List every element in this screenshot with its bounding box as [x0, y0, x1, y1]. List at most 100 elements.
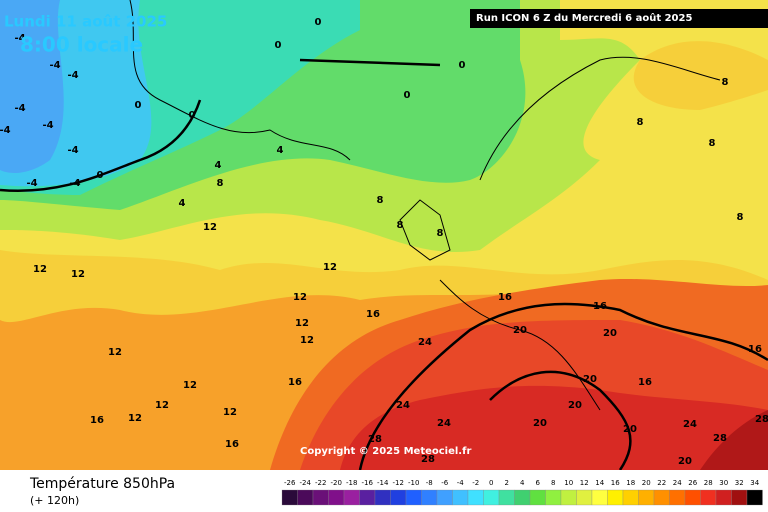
contour-label: -4: [26, 178, 37, 189]
scale-tick-label: 26: [688, 479, 697, 487]
contour-label: 28: [368, 434, 382, 445]
scale-tick-label: 16: [611, 479, 620, 487]
contour-label: 8: [637, 117, 644, 128]
run-banner: [470, 9, 768, 28]
scale-swatch: [390, 489, 407, 506]
scale-swatch: [312, 489, 329, 506]
scale-swatch: [653, 489, 670, 506]
contour-label: 16: [90, 415, 104, 426]
contour-label: 20: [513, 325, 527, 336]
scale-swatch: [560, 489, 577, 506]
contour-label: -4: [0, 125, 11, 136]
contour-label: -4: [67, 70, 78, 81]
contour-label: 24: [418, 337, 432, 348]
contour-label: 12: [293, 292, 307, 303]
contour-label: 20: [533, 418, 547, 429]
scale-swatch: [715, 489, 732, 506]
scale-tick-label: -4: [457, 479, 465, 487]
scale-swatch: [483, 489, 500, 506]
scale-tick-label: 28: [704, 479, 713, 487]
contour-label: 12: [323, 262, 337, 273]
contour-label: 12: [71, 269, 85, 280]
scale-swatch: [622, 489, 639, 506]
scale-tick-label: -22: [315, 479, 326, 487]
scale-swatch: [731, 489, 748, 506]
scale-swatch: [498, 489, 515, 506]
contour-label: 12: [155, 400, 169, 411]
contour-label: 8: [737, 212, 744, 223]
copyright: Copyright © 2025 Meteociel.fr: [300, 446, 471, 457]
scale-swatch: [576, 489, 593, 506]
lead-time: (+ 120h): [30, 494, 79, 507]
contour-label: 20: [678, 456, 692, 467]
contour-label: 8: [377, 195, 384, 206]
scale-tick-label: 12: [580, 479, 589, 487]
scale-swatch: [529, 489, 546, 506]
contour-label: 4: [179, 198, 186, 209]
scale-swatch: [452, 489, 469, 506]
scale-tick-label: -26: [284, 479, 296, 487]
scale-tick-label: -2: [472, 479, 479, 487]
scale-tick-label: -24: [300, 479, 312, 487]
coastlines: [129, 0, 721, 411]
contour-label: 12: [203, 222, 217, 233]
scale-tick-label: 32: [735, 479, 744, 487]
contour-label: 0: [315, 17, 322, 28]
region-warm-ne: [633, 41, 768, 110]
scale-tick-label: 8: [551, 479, 555, 487]
valid-date: Lundi 11 août 2025: [4, 13, 167, 31]
contour-label: 28: [755, 414, 768, 425]
contour-label: 28: [713, 433, 727, 444]
contour-label: 28: [421, 454, 435, 465]
contour-label: 0: [97, 170, 104, 181]
scale-tick-label: 2: [505, 479, 509, 487]
scale-tick-label: -10: [408, 479, 419, 487]
contour-label: 0: [189, 110, 196, 121]
contour-label: -4: [49, 60, 60, 71]
scale-tick-label: 4: [520, 479, 525, 487]
scale-swatch: [514, 489, 531, 506]
contour-line: [299, 58, 441, 67]
contour-label: 16: [638, 377, 652, 388]
contour-label: -4: [14, 103, 25, 114]
contour-label: 12: [108, 347, 122, 358]
coastline: [399, 199, 451, 261]
contour-label: 12: [223, 407, 237, 418]
scale-tick-label: 34: [750, 479, 759, 487]
coastline: [129, 0, 351, 161]
scale-tick-label: -20: [331, 479, 342, 487]
contour-lines: [0, 58, 768, 471]
scale-swatch: [436, 489, 453, 506]
scale-swatch: [746, 489, 763, 506]
scale-swatch: [359, 489, 376, 506]
contour-label: 16: [593, 301, 607, 312]
scale-swatch: [700, 489, 717, 506]
region-hottest: [340, 385, 768, 470]
scale-tick-label: -14: [377, 479, 389, 487]
scale-tick-label: 6: [536, 479, 541, 487]
contour-label: 0: [459, 60, 466, 71]
region-coldest: [0, 0, 64, 173]
contour-label: 20: [603, 328, 617, 339]
contour-label: 16: [366, 309, 380, 320]
scale-tick-label: 20: [642, 479, 651, 487]
contour-label: -4: [67, 145, 78, 156]
scale-tick-label: -16: [362, 479, 374, 487]
contour-label: 4: [215, 160, 222, 171]
scale-tick-label: 0: [489, 479, 493, 487]
contour-label: 0: [135, 100, 142, 111]
scale-swatch: [405, 489, 422, 506]
contour-line: [0, 99, 202, 192]
scale-swatch: [467, 489, 484, 506]
contour-label: 8: [437, 228, 444, 239]
contour-label: 24: [683, 419, 697, 430]
contour-labels: -4-4-4-4-4 -4-4-4 -40000000444888888881212…: [0, 17, 768, 467]
valid-time: 8:00 locale: [20, 33, 143, 57]
scale-tick-label: 24: [673, 479, 682, 487]
contour-label: 16: [225, 439, 239, 450]
scale-tick-label: 14: [595, 479, 604, 487]
scale-swatch: [591, 489, 608, 506]
scale-swatch: [607, 489, 624, 506]
scale-tick-label: -8: [426, 479, 433, 487]
